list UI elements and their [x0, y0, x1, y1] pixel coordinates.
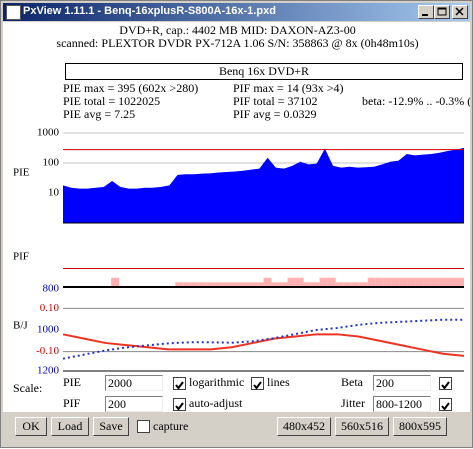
header-line: scanned: PLEXTOR DVDR PX-712A 1.06 S/N: …: [56, 36, 419, 50]
checkbox[interactable]: [439, 398, 452, 411]
y-tick-label: 0.10: [40, 302, 60, 314]
maximize-button[interactable]: [434, 5, 450, 19]
size-button[interactable]: 800x595: [393, 417, 447, 436]
pif-bar: [383, 277, 392, 287]
y-tick-label: -0.10: [36, 345, 59, 357]
pif-bar: [319, 277, 328, 287]
checkbox[interactable]: [251, 377, 264, 390]
pie-scale-label: PIE: [63, 375, 81, 389]
checkbox[interactable]: [173, 398, 186, 411]
y-tick-label: 10: [48, 187, 60, 199]
pif-bar: [447, 277, 456, 287]
stat: PIF max = 14 (93x >4): [233, 81, 344, 95]
pif-bar: [239, 282, 248, 287]
beta-input[interactable]: 200: [373, 375, 431, 391]
checkbox[interactable]: [439, 377, 452, 390]
pif-bar: [407, 277, 416, 287]
pif-bar: [415, 277, 424, 287]
scale-label: Scale:: [13, 381, 43, 395]
close-button[interactable]: [452, 5, 468, 19]
stat: PIF total = 37102: [233, 94, 318, 108]
pif-bar: [327, 277, 336, 287]
pif-scale-input[interactable]: 200: [105, 396, 163, 412]
pif-bar: [311, 282, 320, 287]
pif-bar: [359, 282, 368, 287]
pif-bar: [271, 282, 280, 287]
pif-bar: [191, 282, 200, 287]
size-button[interactable]: 560x516: [335, 417, 389, 436]
pif-bar: [183, 282, 192, 287]
pie-area: [63, 147, 464, 223]
panel-label: B/J: [13, 320, 28, 332]
pif-bar: [207, 282, 216, 287]
pif-bar: [431, 277, 440, 287]
app-icon: [6, 5, 21, 20]
ok-button[interactable]: OK: [15, 417, 47, 436]
stat: PIF avg = 0.0329: [233, 107, 317, 121]
pie-scale-input[interactable]: 2000: [105, 375, 163, 391]
title-bar: PxView 1.11.1 - Benq-16xplusR-S800A-16x-…: [3, 3, 470, 21]
pif-bar: [215, 282, 224, 287]
checkbox-label: auto-adjust: [189, 396, 243, 410]
y2-tick-label: 800: [43, 283, 60, 295]
y-tick-label: 1000: [37, 127, 60, 139]
y2-tick-label: 1200: [37, 365, 60, 377]
check-mark: [253, 381, 262, 390]
series-line: [62, 318, 464, 360]
pif-bar: [295, 277, 304, 287]
checkbox-label: lines: [267, 375, 290, 389]
checkbox[interactable]: [173, 377, 186, 390]
checkbox[interactable]: [137, 420, 150, 433]
pif-bar: [303, 282, 312, 287]
pif-bar: [375, 277, 384, 287]
pif-scale-label: PIF: [63, 396, 81, 410]
load-button[interactable]: Load: [51, 417, 89, 436]
stat: beta: -12.9% .. -0.3% (: [362, 94, 470, 108]
minimize-button[interactable]: [418, 5, 434, 19]
pif-bar: [175, 282, 184, 287]
stat: PIE total = 1022025: [63, 94, 161, 108]
pif-bar: [343, 282, 352, 287]
pif-bar: [247, 282, 256, 287]
pif-bar: [287, 277, 296, 287]
checkbox-label: logarithmic: [189, 375, 245, 389]
disc-label: Benq 16x DVD+R: [65, 63, 463, 80]
panel-label: PIE: [13, 167, 30, 179]
beta-label: Beta: [341, 375, 363, 389]
window-title: PxView 1.11.1 - Benq-16xplusR-S800A-16x-…: [23, 5, 276, 17]
y2-tick-label: 1000: [37, 324, 60, 336]
checkbox-label: capture: [153, 419, 189, 433]
save-button[interactable]: Save: [93, 417, 129, 436]
jitter-label: Jitter: [341, 396, 365, 410]
pif-bar: [367, 277, 376, 287]
pif-bar: [455, 277, 464, 287]
pif-bar: [223, 282, 232, 287]
pif-bar: [399, 277, 408, 287]
stat: PIE max = 395 (602x >280): [63, 81, 199, 95]
pif-bar: [111, 277, 120, 287]
stat: PIE avg = 7.25: [63, 107, 136, 121]
check-mark: [175, 381, 184, 390]
pif-bar: [255, 282, 264, 287]
series-line: [62, 333, 465, 357]
check-mark: [441, 381, 450, 390]
size-button[interactable]: 480x452: [277, 417, 331, 436]
pif-bar: [231, 282, 240, 287]
panel-label: PIF: [13, 251, 29, 263]
pif-bar: [439, 277, 448, 287]
pif-bar: [351, 282, 360, 287]
pif-bar: [279, 282, 288, 287]
pif-bar: [335, 282, 344, 287]
check-mark: [175, 402, 184, 411]
pif-bar: [263, 277, 272, 287]
check-mark: [441, 402, 450, 411]
y-tick-label: 100: [43, 157, 60, 169]
header-line: DVD+R, cap.: 4402 MB MID: DAXON-AZ3-00: [119, 23, 356, 37]
pif-bar: [391, 277, 400, 287]
pif-bar: [199, 282, 208, 287]
pif-bar: [423, 277, 432, 287]
jitter-input[interactable]: 800-1200: [373, 396, 431, 412]
